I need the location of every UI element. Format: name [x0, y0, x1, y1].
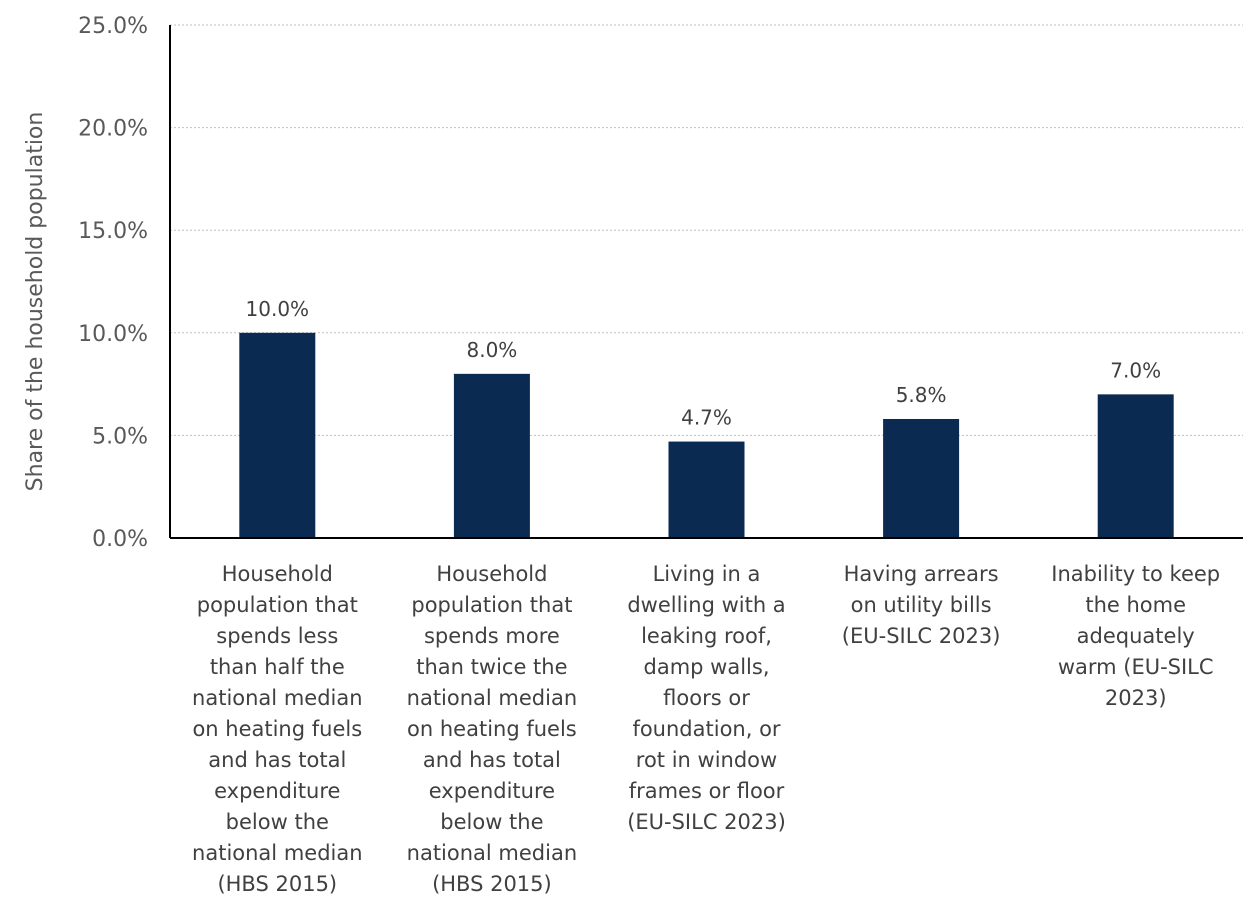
data-label: 4.7%: [681, 406, 732, 430]
data-label: 7.0%: [1110, 358, 1161, 382]
data-label: 5.8%: [896, 383, 947, 407]
y-tick-label: 5.0%: [92, 424, 148, 449]
y-tick-label: 20.0%: [78, 117, 148, 142]
data-labels: 10.0% 8.0% 4.7% 5.8% 7.0%: [246, 297, 1162, 430]
data-label: 8.0%: [466, 338, 517, 362]
y-tick-label: 25.0%: [78, 14, 148, 39]
category-label: Having arrears on utility bills (EU-SILC 2…: [842, 562, 1001, 648]
y-tick-label: 10.0%: [78, 322, 148, 347]
bar: [239, 332, 316, 538]
y-tick-label: 15.0%: [78, 219, 148, 244]
gridlines: [170, 24, 1243, 436]
category-label: Household population that spends more than …: [407, 562, 578, 896]
bar: [453, 373, 530, 538]
category-label: Inability to keep the home adequately warm …: [1051, 562, 1220, 710]
bar: [1097, 394, 1174, 538]
bar: [883, 418, 960, 538]
category-label: Living in a dwelling with a leaking roof, d…: [627, 562, 786, 834]
data-label: 10.0%: [246, 297, 310, 321]
category-label: Household population that spends less than …: [192, 562, 363, 896]
y-axis-label: Share of the household population: [23, 112, 48, 492]
category-labels: Household population that spends less than …: [192, 562, 1220, 896]
bar: [668, 441, 745, 538]
bars: [239, 332, 1174, 538]
y-tick-label: 0.0%: [92, 527, 148, 552]
y-tick-labels: 0.0% 5.0% 10.0% 15.0% 20.0% 25.0%: [78, 14, 148, 552]
